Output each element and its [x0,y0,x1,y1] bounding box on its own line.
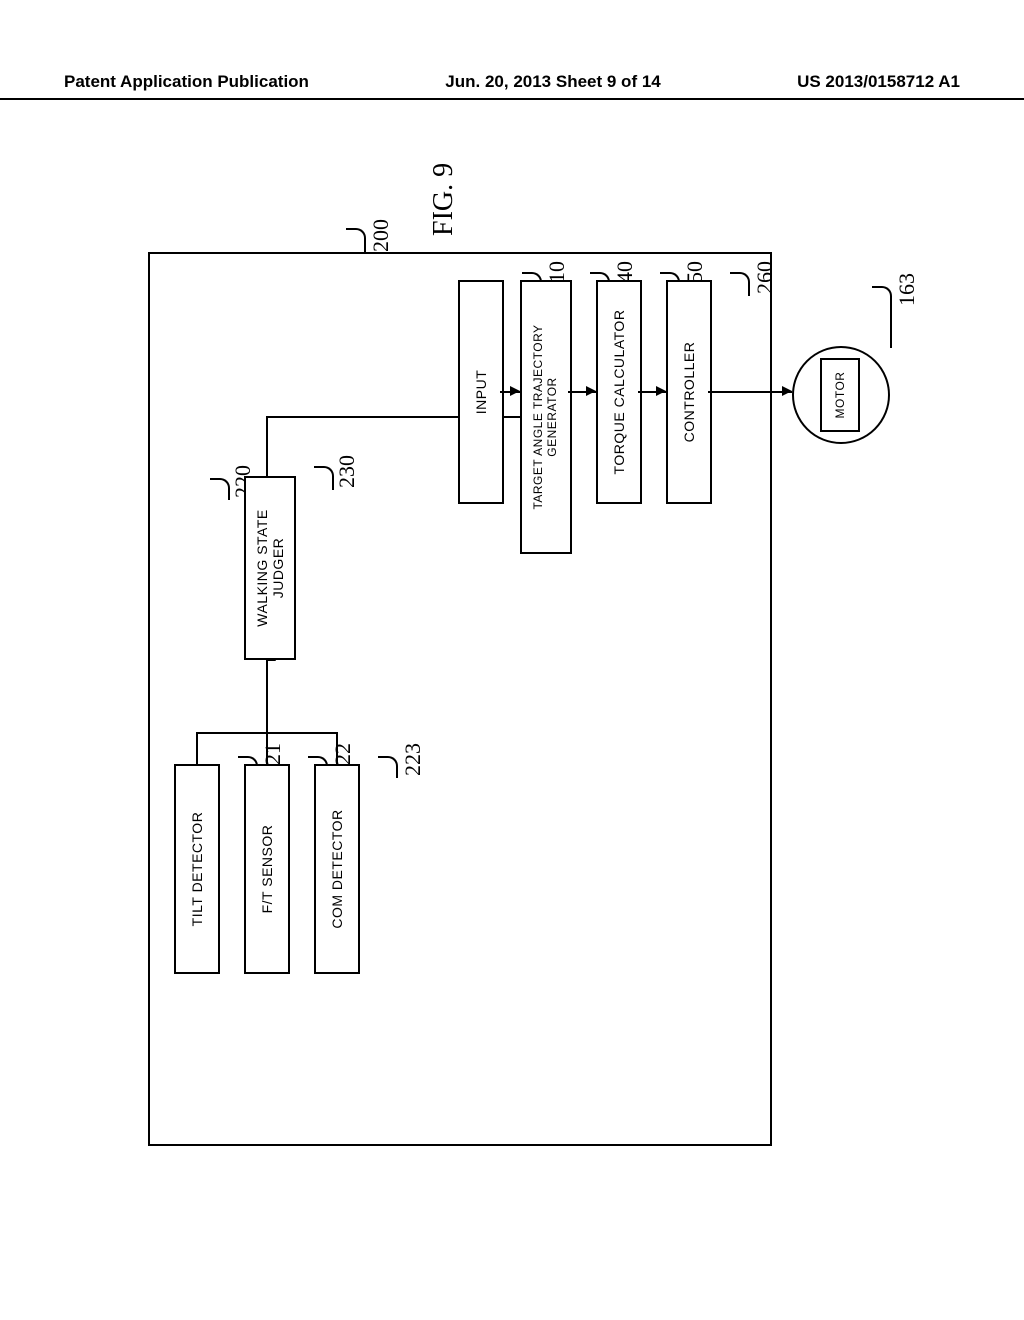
arrow [510,386,520,396]
lead-220 [210,478,230,500]
figure-title: FIG. 9 [428,163,460,236]
lead-260 [730,272,750,296]
torque-calculator-box: TORQUE CALCULATOR [596,280,642,504]
walking-state-judger-label: WALKING STATE JUDGER [254,509,286,626]
walking-state-judger-box: WALKING STATE JUDGER [244,476,296,660]
motor-label: MOTOR [833,372,847,419]
motor-box: MOTOR [820,358,860,432]
lead-163 [872,286,892,348]
header-center: Jun. 20, 2013 Sheet 9 of 14 [445,72,660,92]
line [266,732,268,764]
line [266,656,268,734]
line [196,732,198,764]
tilt-detector-label: TILT DETECTOR [189,812,205,927]
lead-230 [314,466,334,490]
label-line: GENERATOR [545,377,559,456]
page: Patent Application Publication Jun. 20, … [0,0,1024,1320]
ref-223: 223 [400,743,426,776]
arrow [586,386,596,396]
input-label: INPUT [473,370,489,415]
header-left: Patent Application Publication [64,72,309,92]
ft-sensor-box: F/T SENSOR [244,764,290,974]
ref-200: 200 [368,219,394,252]
label-line: WALKING STATE [254,509,270,626]
label-line: TARGET ANGLE TRAJECTORY [531,324,545,509]
arrow [782,386,792,396]
ft-sensor-label: F/T SENSOR [259,825,275,914]
target-generator-box: TARGET ANGLE TRAJECTORY GENERATOR [520,280,572,554]
lead-223 [378,756,398,778]
com-detector-label: COM DETECTOR [329,809,345,928]
controller-label: CONTROLLER [681,342,697,443]
target-generator-label: TARGET ANGLE TRAJECTORY GENERATOR [532,324,560,509]
tilt-detector-box: TILT DETECTOR [174,764,220,974]
page-header: Patent Application Publication Jun. 20, … [0,72,1024,100]
com-detector-box: COM DETECTOR [314,764,360,974]
figure-area: FIG. 9 200 220 TILT DETECTOR 221 F/T SEN… [148,176,876,1156]
line [336,732,338,764]
ref-163: 163 [894,273,920,306]
lead-200 [346,228,366,254]
controller-box: CONTROLLER [666,280,712,504]
line [708,391,792,393]
input-box: INPUT [458,280,504,504]
arrow [656,386,666,396]
label-line: JUDGER [270,538,286,599]
ref-260: 260 [752,261,778,294]
line [266,416,268,476]
ref-230: 230 [334,455,360,488]
torque-calculator-label: TORQUE CALCULATOR [611,310,627,475]
header-right: US 2013/0158712 A1 [797,72,960,92]
